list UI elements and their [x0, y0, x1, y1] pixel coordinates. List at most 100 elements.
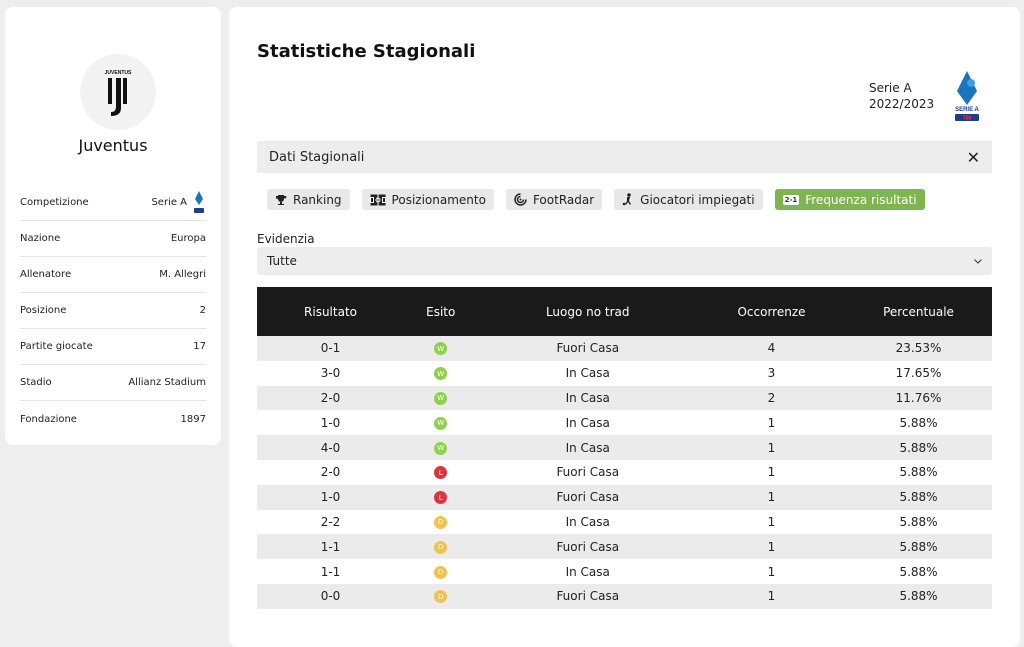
result-cell: 3-0 [320, 366, 341, 381]
tab-posizionamento[interactable]: Posizionamento [361, 189, 494, 210]
table-row: 4-0 W In Casa 1 5.88% [257, 435, 992, 460]
info-row: Allenatore M. Allegri [20, 257, 206, 293]
outcome-badge: D [434, 540, 448, 554]
count-cell: 1 [767, 415, 776, 430]
score-badge-icon: 2-1 [782, 194, 800, 205]
serie-a-logo-icon [194, 190, 204, 213]
tab-ranking[interactable]: Ranking [267, 189, 350, 210]
column-header[interactable]: Luogo no trad [545, 304, 630, 319]
count-cell: 4 [767, 341, 776, 356]
count-cell: 1 [767, 465, 776, 480]
percentage-cell: 5.88% [899, 415, 938, 430]
tab-label: FootRadar [532, 192, 595, 207]
place-cell: Fuori Casa [556, 465, 620, 480]
info-label: Allenatore [20, 269, 72, 280]
column-header[interactable]: Occorrenze [737, 304, 806, 319]
outcome-cell: W [404, 386, 478, 411]
percentage-cell: 5.88% [899, 514, 938, 529]
team-card: JUVENTUS Juventus Competizione Serie A Naz… [5, 7, 221, 445]
info-value: Europa [170, 233, 206, 244]
tab-label: Giocatori impiegati [640, 192, 755, 207]
outcome-badge: D [434, 565, 448, 579]
info-value-wrap: 17 [193, 341, 206, 352]
count-cell: 2 [767, 390, 776, 405]
percentage-cell: 11.76% [895, 390, 942, 405]
pitch-icon [369, 193, 386, 206]
stats-panel: Statistiche Stagionali Serie A 2022/2023… [229, 7, 1020, 647]
info-row: Nazione Europa [20, 221, 206, 257]
stats-tabs: Ranking Posizionamento FootRadar Giocato… [267, 189, 925, 210]
result-cell: 0-1 [320, 341, 341, 356]
results-table: Risultato Esito Luogo no trad Occorrenze… [257, 287, 992, 609]
count-cell: 1 [767, 564, 776, 579]
chevron-down-icon [974, 258, 982, 264]
outcome-cell: D [404, 510, 478, 535]
table-row: 1-1 D Fuori Casa 1 5.88% [257, 534, 992, 560]
place-cell: Fuori Casa [556, 589, 620, 604]
table-row: 0-1 W Fuori Casa 4 23.53% [257, 336, 992, 361]
trophy-icon [276, 194, 287, 205]
place-cell: Fuori Casa [556, 341, 620, 356]
info-row: Partite giocate 17 [20, 329, 206, 365]
tab-label: Frequenza risultati [805, 192, 917, 207]
column-header[interactable]: Risultato [304, 304, 357, 319]
tab-label: Ranking [293, 192, 342, 207]
outcome-cell: D [404, 559, 478, 584]
outcome-cell: W [404, 435, 478, 460]
close-icon[interactable]: ✕ [966, 147, 980, 167]
outcome-cell: W [404, 361, 478, 386]
tab-footradar[interactable]: FootRadar [505, 189, 603, 210]
percentage-cell: 5.88% [899, 589, 938, 604]
place-cell: In Casa [565, 366, 610, 381]
svg-text:TIM: TIM [963, 116, 972, 122]
team-info-list: Competizione Serie A Nazione Europa Allenato… [20, 185, 206, 437]
table-row: 1-0 L Fuori Casa 1 5.88% [257, 484, 992, 510]
highlight-select[interactable]: Tutte [257, 247, 992, 275]
league-name: Serie A [869, 81, 912, 95]
section-header: Dati Stagionali ✕ [257, 141, 992, 173]
result-cell: 1-0 [320, 415, 341, 430]
percentage-cell: 5.88% [899, 465, 938, 480]
count-cell: 1 [767, 514, 776, 529]
info-value: 1897 [180, 413, 206, 425]
outcome-badge: W [434, 416, 448, 430]
result-cell: 4-0 [320, 440, 341, 455]
page-title: Statistiche Stagionali [257, 41, 476, 62]
info-row: Stadio Allianz Stadium [20, 365, 206, 401]
result-cell: 0-0 [320, 589, 341, 604]
count-cell: 1 [767, 539, 776, 554]
info-row: Fondazione 1897 [20, 401, 206, 437]
info-label: Nazione [20, 233, 61, 244]
count-cell: 1 [767, 589, 776, 604]
outcome-badge: W [434, 342, 448, 356]
outcome-badge: D [434, 515, 448, 529]
outcome-cell: L [404, 460, 478, 485]
season-info: Serie A 2022/2023 [869, 80, 934, 112]
outcome-cell: W [404, 410, 478, 435]
table-row: 0-0 D Fuori Casa 1 5.88% [257, 583, 992, 609]
table-row: 2-0 W In Casa 2 11.76% [257, 385, 992, 411]
info-value-wrap: 1897 [181, 414, 206, 425]
table-row: 1-1 D In Casa 1 5.88% [257, 559, 992, 584]
filter-label: Evidenzia [257, 232, 315, 246]
outcome-badge: L [434, 491, 448, 505]
info-value-wrap: Serie A [151, 190, 206, 216]
place-cell: Fuori Casa [556, 490, 620, 505]
season-label: 2022/2023 [869, 97, 935, 111]
juventus-crest-logo: JUVENTUS [80, 54, 156, 130]
result-cell: 2-0 [320, 465, 341, 480]
tab-frequenza-risultati[interactable]: 2-1 Frequenza risultati [774, 189, 925, 210]
info-value: 2 [199, 305, 206, 316]
column-header[interactable]: Percentuale [883, 304, 954, 319]
table-row: 1-0 W In Casa 1 5.88% [257, 410, 992, 436]
info-row: Posizione 2 [20, 293, 206, 329]
column-header[interactable]: Esito [426, 304, 456, 319]
place-cell: In Casa [565, 415, 610, 430]
table-row: 2-2 D In Casa 1 5.88% [257, 509, 992, 535]
result-cell: 1-1 [320, 539, 341, 554]
info-value: 17 [193, 341, 206, 352]
info-value: Allianz Stadium [128, 377, 206, 388]
percentage-cell: 5.88% [899, 490, 938, 505]
tab-giocatori-impiegati[interactable]: Giocatori impiegati [614, 189, 763, 210]
info-label: Posizione [20, 305, 67, 316]
